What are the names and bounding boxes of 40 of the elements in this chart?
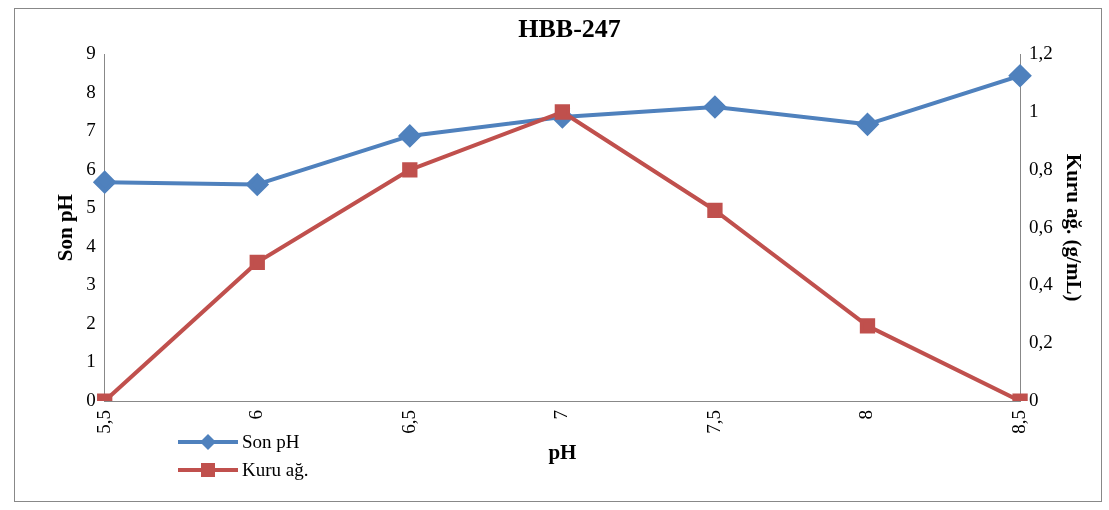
y2-tick-label: 0,6 [1029,215,1053,237]
x-tick-label: 8,5 [1008,410,1030,434]
y-tick-label: 4 [86,234,97,256]
y2-axis-title: Kuru ağ. (g/mL) [1061,153,1086,302]
x-tick-label: 8 [855,410,877,420]
y-tick-label: 1 [86,350,96,372]
chart-title: HBB-247 [518,14,621,44]
point [707,202,723,218]
y2-tick-label: 0,8 [1029,157,1053,179]
point [554,104,571,120]
y2-tick-label: 0,4 [1029,273,1054,295]
legend-label: Son pH [242,430,300,454]
y-tick-label: 5 [86,196,96,218]
y-tick-label: 9 [86,42,96,64]
x-tick-label: 7 [550,410,572,420]
y-tick-label: 2 [86,311,96,333]
point [249,254,265,270]
x-tick-label: 6,5 [397,410,419,434]
x-tick-label: 6 [245,410,267,420]
point [856,113,879,136]
point [703,96,726,118]
y-tick-label: 6 [86,157,96,179]
y-tick-label: 7 [86,119,96,141]
y2-tick-label: 0,2 [1029,331,1053,353]
y2-tick-label: 0 [1029,389,1039,411]
y-tick-label: 0 [86,389,96,411]
y2-tick-label: 1,2 [1029,42,1053,64]
y-tick-label: 8 [86,80,96,102]
y-axis-title: Son pH [53,194,78,262]
point [398,124,421,147]
legend-label: Kuru ağ. [242,458,309,482]
point [402,162,418,178]
y-tick-label: 3 [86,273,96,295]
point [1009,64,1032,87]
x-tick-label: 7,5 [702,410,724,434]
point [93,171,116,194]
point [246,173,269,196]
y2-tick-label: 1 [1029,99,1039,121]
x-axis-title: pH [548,439,577,464]
x-tick-label: 5,5 [92,410,114,434]
